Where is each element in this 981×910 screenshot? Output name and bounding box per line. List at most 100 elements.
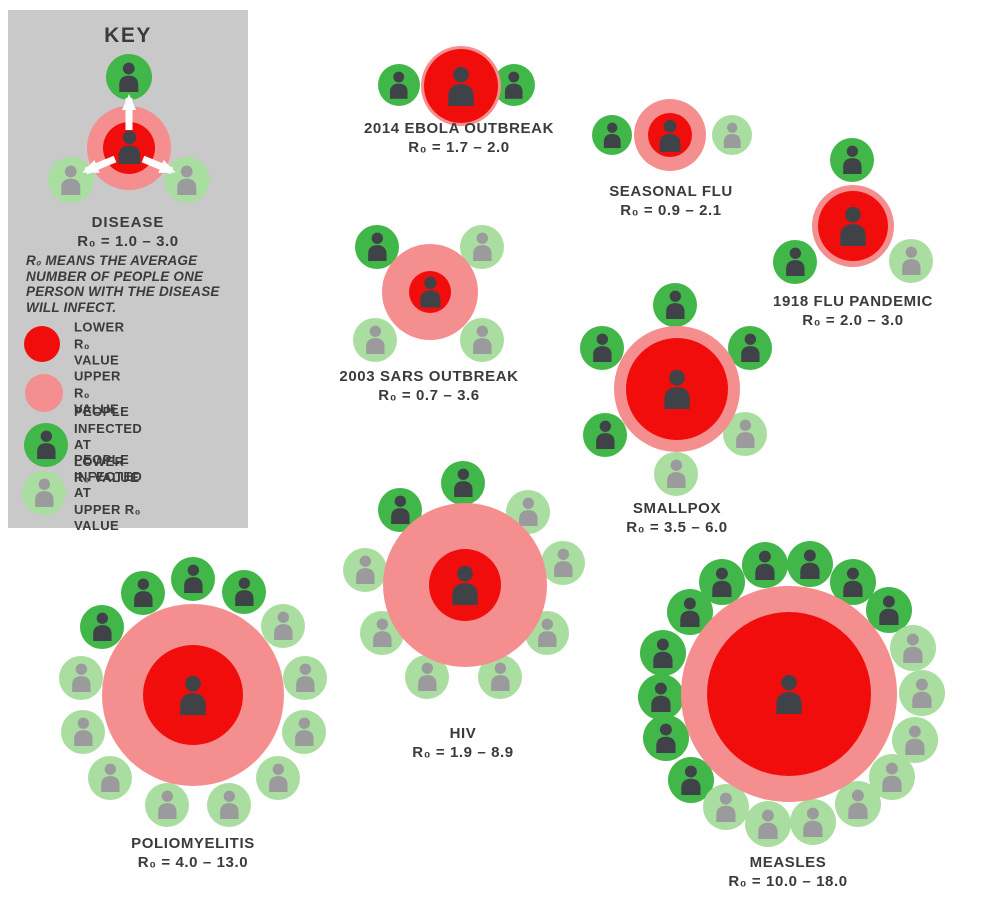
- infected-lower-r0-person-icon: [783, 247, 808, 277]
- index-case-icon-glyph: [180, 675, 206, 715]
- infection-arrows-icon: [82, 94, 176, 175]
- infected-upper-r0-person-icon: [909, 678, 935, 709]
- infected-upper-r0-person-icon-glyph: [882, 762, 902, 793]
- infected-lower-r0-person-icon: [601, 122, 623, 149]
- infected-upper-r0-person-icon: [535, 618, 560, 648]
- infected-lower-r0-person-icon: [678, 765, 704, 796]
- index-case-icon-glyph: [840, 206, 866, 246]
- infected-lower-r0-person-icon-glyph: [681, 765, 701, 796]
- infected-upper-r0-person-icon-glyph: [848, 789, 868, 820]
- disease-name: POLIOMYELITIS: [131, 835, 255, 852]
- infected-upper-r0-person-icon-glyph: [268, 764, 288, 793]
- key-title: KEY: [104, 24, 152, 47]
- infected-upper-r0-person-icon: [755, 809, 781, 840]
- infected-lower-r0-person-icon: [181, 564, 206, 594]
- infected-upper-r0-person-icon-glyph: [905, 725, 925, 756]
- infected-lower-r0-person-icon: [738, 333, 763, 363]
- infected-lower-r0-person-icon: [650, 638, 676, 669]
- infected-lower-r0-person-icon-glyph: [367, 233, 387, 262]
- index-case-icon-glyph: [664, 369, 690, 409]
- infected-upper-r0-person-icon-glyph: [903, 633, 923, 664]
- infected-upper-r0-person-icon: [415, 662, 440, 692]
- key-infected-upper-person-icon: [58, 165, 84, 195]
- index-case-icon: [660, 369, 694, 409]
- infected-lower-r0-person-icon-glyph: [92, 613, 112, 642]
- infected-upper-r0-person-icon-glyph: [472, 233, 492, 262]
- index-case-icon: [772, 674, 806, 714]
- infected-lower-r0-person-icon-glyph: [592, 334, 612, 363]
- infected-upper-r0-person-icon-glyph: [912, 678, 932, 709]
- infected-upper-r0-person-icon-glyph: [553, 549, 573, 578]
- infected-upper-r0-person-icon: [155, 790, 180, 820]
- infected-lower-r0-person-icon-glyph: [842, 146, 862, 175]
- legend-upper-r0-swatch: [25, 374, 63, 412]
- infected-upper-r0-person-icon-glyph: [735, 420, 755, 449]
- index-case-icon: [836, 206, 870, 246]
- infected-upper-r0-person-icon-glyph: [295, 664, 315, 693]
- infected-upper-r0-person-icon: [470, 232, 495, 262]
- infected-upper-r0-person-icon: [69, 663, 94, 693]
- infected-upper-r0-person-icon-glyph: [355, 556, 375, 585]
- infected-lower-r0-person-icon-glyph: [755, 550, 775, 581]
- disease-label-hiv: HIV R₀ = 1.9 – 8.9: [303, 724, 623, 762]
- infected-upper-r0-person-icon: [664, 459, 689, 489]
- infected-upper-r0-person-icon-glyph: [73, 718, 93, 747]
- infected-lower-r0-person-icon-glyph: [740, 334, 760, 363]
- infected-lower-r0-person-icon: [648, 682, 674, 713]
- key-diagram: [8, 40, 248, 230]
- infected-lower-r0-person-icon: [677, 597, 703, 628]
- infected-upper-r0-person-icon: [293, 663, 318, 693]
- disease-name: 1918 FLU PANDEMIC: [773, 293, 933, 310]
- infected-upper-r0-person-icon: [271, 611, 296, 641]
- disease-name: SMALLPOX: [632, 500, 722, 517]
- infected-upper-r0-person-icon: [900, 633, 926, 664]
- infected-upper-r0-person-icon-glyph: [157, 791, 177, 820]
- infected-lower-r0-person-icon: [451, 468, 476, 498]
- disease-label-seasonal-flu: SEASONAL FLU R₀ = 0.9 – 2.1: [511, 182, 831, 220]
- infected-upper-r0-person-icon-glyph: [71, 664, 91, 693]
- infected-upper-r0-person-icon-glyph: [666, 460, 686, 489]
- infected-upper-r0-person-icon: [71, 717, 96, 747]
- infected-upper-r0-person-icon-glyph: [723, 122, 741, 149]
- infected-lower-r0-person-icon: [663, 290, 688, 320]
- index-case-icon: [417, 276, 444, 308]
- infected-upper-r0-person-icon-glyph: [901, 247, 921, 276]
- disease-r0-value: R₀ = 3.5 – 6.0: [626, 519, 728, 536]
- disease-r0-value: R₀ = 2.0 – 3.0: [802, 312, 904, 329]
- infected-lower-r0-person-icon: [387, 71, 411, 99]
- legend-label: UPPER R₀ VALUE: [74, 368, 121, 417]
- legend-infected-lower-person-icon-glyph: [36, 431, 56, 460]
- key-panel: KEY DISEASE R₀ = 1.0 – 3.0 R₀ MEANS THE …: [8, 10, 248, 533]
- infected-lower-r0-person-icon-glyph: [680, 597, 700, 628]
- infected-upper-r0-person-icon: [713, 792, 739, 823]
- infected-upper-r0-person-icon-glyph: [273, 612, 293, 641]
- disease-name: HIV: [449, 725, 477, 742]
- disease-r0-value: R₀ = 1.7 – 2.0: [408, 139, 510, 156]
- infected-upper-r0-person-icon: [721, 122, 743, 149]
- infected-lower-r0-person-icon: [876, 595, 902, 626]
- infected-lower-r0-person-icon-glyph: [665, 291, 685, 320]
- infected-lower-r0-person-icon-glyph: [785, 248, 805, 277]
- infected-upper-r0-person-icon-glyph: [219, 791, 239, 820]
- key-infected-upper-person-icon-glyph: [61, 165, 81, 195]
- disease-r0-value: R₀ = 10.0 – 18.0: [728, 873, 848, 890]
- infected-lower-r0-person-icon: [797, 549, 823, 580]
- infected-upper-r0-person-icon: [292, 717, 317, 747]
- index-case-icon: [176, 675, 210, 715]
- key-disease-r0-value: R₀ = 1.0 – 3.0: [77, 233, 179, 250]
- infected-lower-r0-person-icon-glyph: [595, 421, 615, 450]
- infected-lower-r0-person-icon: [653, 723, 679, 754]
- infected-upper-r0-person-icon: [353, 555, 378, 585]
- infected-upper-r0-person-icon-glyph: [100, 764, 120, 793]
- infected-upper-r0-person-icon-glyph: [372, 619, 392, 648]
- infected-lower-r0-person-icon-glyph: [133, 579, 153, 608]
- infected-upper-r0-person-icon-glyph: [716, 792, 736, 823]
- infected-lower-r0-person-icon-glyph: [390, 496, 410, 525]
- disease-label-poliomyelitis: POLIOMYELITIS R₀ = 4.0 – 13.0: [33, 834, 353, 872]
- infected-lower-r0-person-icon: [590, 333, 615, 363]
- infected-upper-r0-person-icon-glyph: [803, 807, 823, 838]
- infected-lower-r0-person-icon: [388, 495, 413, 525]
- infected-lower-r0-person-icon: [840, 145, 865, 175]
- infected-lower-r0-person-icon: [502, 71, 526, 99]
